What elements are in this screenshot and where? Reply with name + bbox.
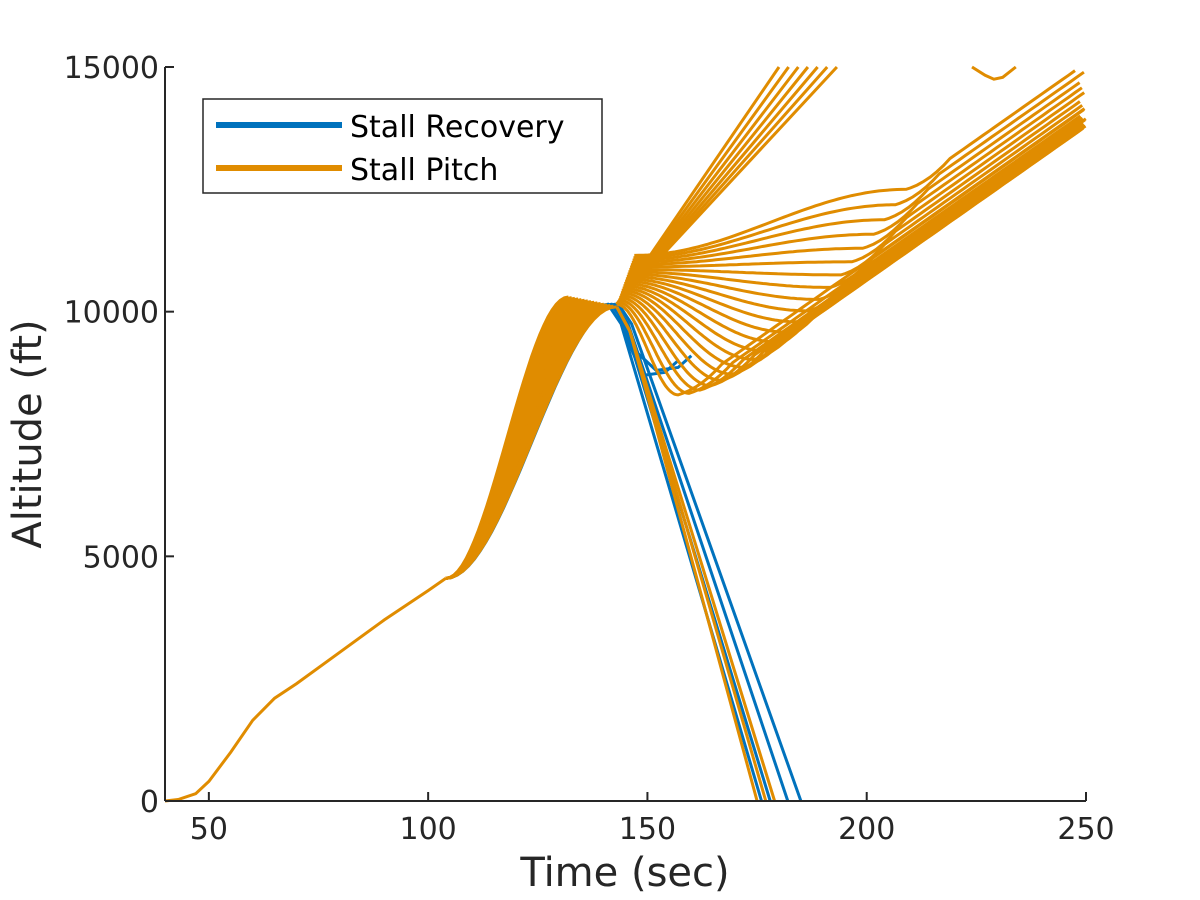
series-line-stall-pitch	[445, 304, 611, 580]
y-tick-label: 10000	[64, 296, 159, 331]
series-line-stall-pitch	[634, 69, 1076, 257]
series-line-stall-pitch	[445, 304, 614, 580]
y-tick-label: 0	[140, 785, 159, 820]
x-tick-label: 200	[838, 812, 895, 847]
series-line-stall-pitch	[445, 305, 617, 580]
series-line-stall-pitch	[971, 65, 1017, 81]
y-tick-label: 5000	[83, 540, 159, 575]
series-line-stall-pitch	[629, 104, 1084, 277]
x-tick-label: 150	[619, 812, 676, 847]
series-line-stall-pitch	[633, 70, 1085, 260]
legend: Stall Recovery Stall Pitch	[202, 98, 603, 194]
series-line-stall-pitch	[631, 86, 1083, 264]
legend-label-stall-pitch: Stall Pitch	[350, 153, 498, 188]
y-tick-label: 15000	[64, 51, 159, 86]
series-line-stall-pitch	[445, 302, 605, 580]
axes: 50 100 150 200 250 0 5000 10000 15000	[64, 51, 1115, 847]
x-tick-label: 250	[1057, 812, 1114, 847]
y-ticks: 0 5000 10000 15000	[64, 51, 174, 820]
series-line-stall-pitch	[627, 114, 1082, 301]
series-line-stall-pitch	[445, 303, 608, 580]
series-line-stall-pitch	[164, 577, 447, 803]
series-line-stall-pitch	[628, 107, 1086, 289]
series-line-stall-pitch	[624, 124, 1084, 344]
legend-label-stall-recovery: Stall Recovery	[350, 110, 565, 145]
x-ticks: 50 100 150 200 250	[190, 792, 1115, 847]
series-line-stall-pitch	[632, 81, 1081, 262]
series-layer	[164, 65, 1087, 803]
x-tick-label: 50	[190, 812, 228, 847]
series-line-stall-pitch	[630, 100, 1081, 269]
series-line-stall-pitch	[625, 124, 1082, 334]
legend-box	[202, 98, 603, 194]
series-line-stall-pitch	[625, 118, 1086, 324]
series-line-stall-pitch	[630, 91, 1086, 267]
y-axis-label: Altitude (ft)	[5, 319, 51, 548]
x-axis-label: Time (sec)	[519, 850, 729, 896]
series-line-stall-pitch	[626, 116, 1084, 313]
series-line-stall-pitch	[615, 306, 777, 802]
x-tick-label: 100	[400, 812, 457, 847]
